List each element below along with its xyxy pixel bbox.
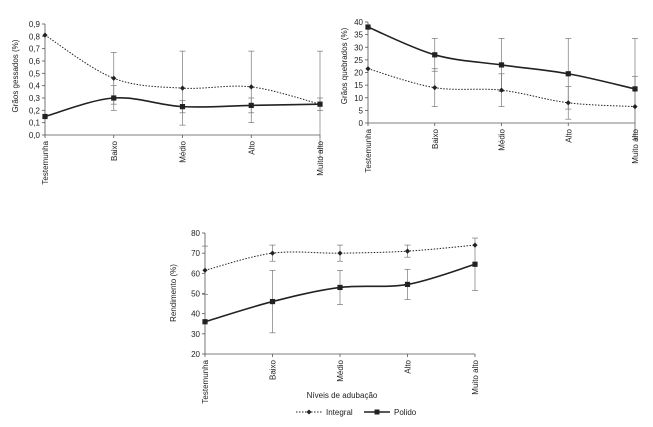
data-point-integral — [498, 87, 505, 93]
data-point-polido — [498, 62, 505, 68]
x-tick-label: Testemunha — [364, 128, 373, 172]
data-point-polido — [404, 281, 411, 288]
x-tick-label: Testemunha — [41, 140, 50, 184]
data-point-integral — [365, 66, 371, 72]
y-tick-label: 35 — [354, 31, 363, 40]
data-point-integral — [179, 85, 186, 91]
y-tick-label: 30 — [354, 43, 363, 52]
x-tick-label: Médio — [498, 128, 507, 150]
y-tick-label: 0,4 — [29, 82, 41, 91]
y-tick-label: 0,7 — [29, 45, 41, 54]
y-tick-label: 60 — [191, 269, 200, 278]
data-point-integral — [472, 242, 478, 248]
y-tick-label: 0,0 — [29, 131, 41, 140]
x-tick-label: Baixo — [431, 128, 440, 149]
chart-yield: Rendimento (%) Níveis de adubação 20 30 40… — [169, 229, 480, 404]
data-point-polido — [317, 101, 323, 107]
y-axis-title: Grãos quebrados (%) — [340, 27, 349, 104]
y-tick-label: 10 — [354, 94, 363, 103]
y-tick-label: 0,3 — [29, 94, 41, 103]
x-tick-label: Baixo — [269, 359, 278, 380]
x-tick-label: Alto — [404, 359, 413, 373]
y-tick-label: 0,5 — [29, 69, 41, 78]
data-point-integral — [269, 250, 276, 256]
y-tick-label: 70 — [191, 249, 200, 258]
data-point-polido — [269, 298, 276, 305]
data-point-polido — [111, 95, 117, 101]
y-axis-title: Rendimento (%) — [169, 264, 178, 322]
data-point-polido — [432, 52, 438, 58]
y-tick-label: 25 — [354, 56, 363, 65]
y-tick-label: 30 — [191, 330, 200, 339]
y-tick-label: 50 — [191, 290, 200, 299]
chart-grains-broken: Grãos quebrados (%) 0 5 10 15 20 25 30 35 40 Test… — [340, 18, 640, 173]
y-tick-label: 0,6 — [29, 57, 41, 66]
y-tick-label: 0,9 — [29, 20, 41, 29]
x-tick-label: Muito alto — [631, 128, 640, 163]
data-point-integral — [248, 84, 254, 90]
x-tick-label: Médio — [336, 359, 345, 381]
legend-label-polido: Polido — [394, 408, 417, 417]
y-tick-label: 15 — [354, 81, 363, 90]
y-axis-title: Grãos gessados (%) — [11, 39, 20, 112]
chart-grains-chalky: Grãos gessados (%) 0,0 0,1 0,2 0,3 0,4 0,5 0,6… — [11, 20, 325, 185]
data-point-integral — [202, 267, 208, 273]
y-tick-label: 0,2 — [29, 106, 41, 115]
data-point-polido — [337, 284, 343, 291]
y-tick-label: 5 — [359, 106, 364, 115]
data-point-polido — [565, 71, 571, 77]
x-tick-label: Muito alto — [316, 140, 325, 175]
data-point-polido — [365, 24, 371, 30]
legend-marker-integral — [306, 409, 312, 415]
data-point-polido — [42, 113, 48, 120]
data-point-integral — [42, 32, 48, 38]
y-tick-label: 20 — [191, 350, 200, 359]
x-tick-label: Médio — [179, 140, 188, 162]
data-point-integral — [404, 248, 411, 254]
data-point-polido — [248, 102, 254, 108]
x-tick-label: Alto — [564, 128, 573, 142]
y-tick-label: 0,8 — [29, 32, 41, 41]
legend: Integral Polido — [296, 408, 417, 417]
data-point-integral — [111, 75, 117, 81]
legend-marker-polido — [374, 409, 380, 415]
y-tick-label: 20 — [354, 69, 363, 78]
data-point-polido — [632, 86, 638, 92]
x-tick-label: Muito alto — [471, 359, 480, 394]
x-tick-label: Baixo — [110, 140, 119, 161]
y-tick-label: 40 — [191, 310, 200, 319]
data-point-polido — [202, 319, 208, 325]
data-point-polido — [472, 261, 478, 267]
data-point-integral — [337, 250, 343, 256]
x-tick-label: Testemunha — [201, 359, 210, 403]
y-tick-label: 40 — [354, 18, 363, 27]
data-point-polido — [179, 104, 186, 110]
data-point-integral — [432, 85, 438, 91]
data-point-integral — [632, 103, 638, 110]
y-tick-label: 80 — [191, 229, 200, 238]
y-tick-label: 0 — [359, 119, 364, 128]
x-axis-title: Níveis de adubação — [307, 391, 378, 400]
y-tick-label: 0,1 — [29, 119, 41, 128]
data-point-integral — [565, 100, 571, 106]
x-tick-label: Alto — [247, 140, 256, 154]
legend-label-integral: Integral — [326, 408, 353, 417]
